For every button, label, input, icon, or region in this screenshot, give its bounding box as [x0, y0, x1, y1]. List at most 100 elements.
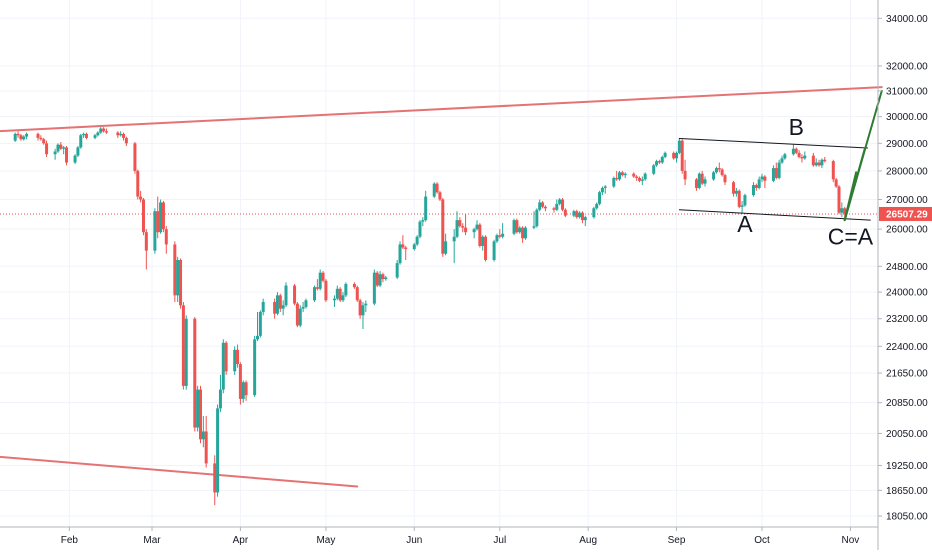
time-tick-label-0: Feb [61, 535, 79, 546]
candle-body [811, 155, 815, 166]
price-tick-label-6: 27000.00 [886, 195, 928, 206]
candle-2020-06-23 [475, 220, 479, 231]
time-tick-label-4: Jun [406, 535, 422, 546]
candle-2020-03-13 [184, 315, 188, 390]
candle-2020-06-29 [492, 239, 496, 262]
candle-body [837, 186, 841, 213]
price-tick-label-17: 18050.00 [886, 512, 928, 523]
candle-body [295, 303, 299, 326]
candle-body [122, 133, 126, 138]
candle-body [763, 176, 767, 181]
price-tick-label-13: 20850.00 [886, 398, 928, 409]
candle-2020-05-28 [401, 235, 405, 250]
candle-2020-08-25 [655, 159, 659, 167]
candle-body [472, 229, 476, 233]
candle-2020-02-07 [84, 132, 88, 140]
trendlines [0, 86, 883, 488]
candle-body [618, 172, 622, 180]
candle-body [45, 143, 49, 155]
candle-body [774, 168, 778, 178]
candle-2020-02-26 [139, 190, 143, 203]
candle-body [364, 303, 368, 306]
candle-2020-02-19 [119, 131, 123, 137]
candle-2020-09-24 [740, 200, 744, 213]
candle-body [603, 186, 607, 188]
candle-2020-08-17 [632, 172, 636, 178]
candle-body [375, 272, 379, 286]
candle-body [438, 192, 442, 200]
candle-2020-07-29 [578, 211, 582, 219]
candle-2020-06-18 [461, 223, 465, 233]
candle-2020-05-20 [378, 271, 382, 288]
candle-2020-06-12 [444, 233, 448, 256]
price-tick-label-0: 34000.00 [886, 14, 928, 25]
candle-body [803, 155, 807, 159]
candle-body [338, 288, 342, 301]
candle-2020-06-30 [495, 233, 499, 243]
candle-2020-04-17 [284, 282, 288, 307]
candle-body [216, 408, 220, 493]
candle-body [213, 463, 217, 493]
candle-2020-10-21 [817, 159, 821, 167]
candle-2020-08-20 [640, 176, 644, 186]
candle-body [555, 203, 559, 210]
candle-body [655, 161, 659, 166]
candle-body [73, 155, 77, 163]
candle-body [843, 208, 847, 215]
candle-body [19, 135, 23, 140]
candle-body [561, 199, 565, 210]
candle-body [620, 172, 624, 176]
candle-body [36, 133, 40, 138]
candle-2020-04-28 [315, 279, 319, 291]
candle-2020-01-17 [25, 132, 29, 140]
candle-2020-02-10 [93, 133, 97, 140]
candle-2020-09-18 [723, 173, 727, 186]
candle-2020-06-25 [481, 235, 485, 251]
candle-body [444, 241, 448, 254]
candle-body [301, 306, 305, 309]
candle-2020-03-19 [201, 415, 205, 448]
candle-2020-07-09 [521, 226, 525, 243]
candle-body [124, 137, 128, 144]
candle-2020-09-03 [680, 139, 684, 174]
last-price-label: 26507.29 [886, 209, 928, 220]
candle-2020-04-07 [255, 311, 259, 342]
candle-body [275, 295, 279, 314]
candle-2020-05-15 [364, 300, 368, 312]
candle-body [258, 311, 262, 336]
candle-body [717, 168, 721, 170]
candle-2020-02-11 [96, 131, 100, 137]
candle-2020-02-12 [99, 127, 103, 134]
candle-body [831, 161, 835, 180]
candle-2020-10-27 [834, 177, 838, 188]
candle-2020-03-30 [233, 346, 237, 375]
wave-drawings [678, 89, 883, 222]
candle-body [355, 287, 359, 301]
candle-2020-09-28 [751, 182, 755, 197]
candle-2020-02-21 [124, 136, 128, 147]
candle-body [675, 152, 679, 159]
candle-body [535, 209, 539, 227]
candle-2020-06-17 [458, 217, 462, 228]
candle-body [823, 159, 827, 162]
candle-2020-01-27 [53, 148, 57, 160]
candle-body [552, 208, 556, 210]
candle-2020-03-12 [181, 301, 185, 390]
candle-2020-01-16 [22, 135, 26, 141]
candle-2020-04-01 [238, 362, 242, 405]
candle-2020-08-12 [618, 170, 622, 181]
price-tick-label-11: 22400.00 [886, 342, 928, 353]
candle-body [153, 211, 157, 251]
candle-body [780, 158, 784, 163]
candle-body [563, 209, 567, 216]
candle-body [578, 212, 582, 218]
candle-body [335, 288, 339, 299]
time-tick-label-8: Oct [754, 535, 770, 546]
candle-body [318, 272, 322, 289]
candle-2020-04-15 [278, 293, 282, 312]
candle-body [492, 241, 496, 260]
candle-body [484, 236, 488, 260]
candle-2020-10-19 [811, 152, 815, 167]
candle-2020-06-09 [435, 182, 439, 194]
candle-2020-10-28 [837, 185, 841, 215]
